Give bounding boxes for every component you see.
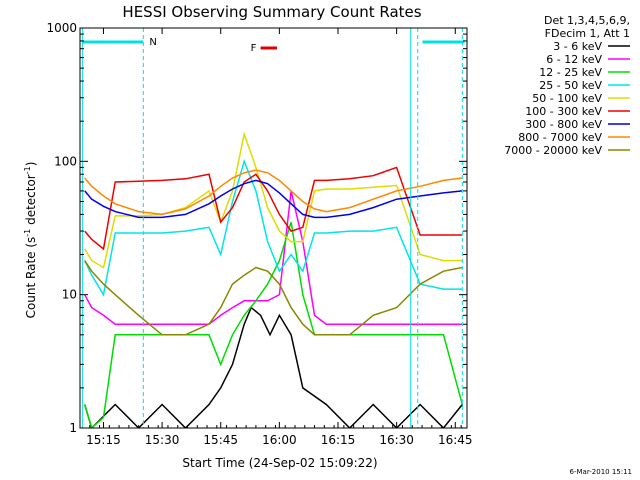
series-line-0 <box>83 306 463 428</box>
x-tick-label-5: 16:30 <box>379 433 414 447</box>
legend-label-4: 50 - 100 keV <box>532 92 602 105</box>
legend-label-2: 12 - 25 keV <box>539 66 602 79</box>
series-line-1 <box>84 190 463 325</box>
y-axis-label-main: Count Rate (s <box>24 237 38 319</box>
footer-timestamp: 6-Mar-2010 15:11 <box>570 468 632 476</box>
series-line-5 <box>84 166 463 251</box>
legend: Det 1,3,4,5,6,9,FDecim 1, Att 13 - 6 keV… <box>504 14 630 157</box>
x-axis-label: Start Time (24-Sep-02 15:09:22) <box>182 456 377 470</box>
y-axis-label-mid: detector <box>24 174 38 229</box>
chart-title: HESSI Observing Summary Count Rates <box>122 3 421 21</box>
y-axis-label-end: ) <box>24 162 38 167</box>
series-layer <box>83 131 464 428</box>
legend-label-1: 6 - 12 keV <box>546 53 602 66</box>
series-line-8 <box>84 260 463 336</box>
y-tick-label-1: 10 <box>62 288 77 302</box>
x-tick-label-2: 15:45 <box>203 433 238 447</box>
legend-label-3: 25 - 50 keV <box>539 79 602 92</box>
y-axis-label-sup1: -1 <box>23 229 32 237</box>
plot-frame <box>79 27 468 429</box>
y-tick-label-3: 1000 <box>46 21 77 35</box>
orbit-markers <box>81 28 463 428</box>
x-tick-label-6: 16:45 <box>438 433 473 447</box>
legend-header-0: Det 1,3,4,5,6,9, <box>544 14 630 27</box>
x-tick-label-0: 15:15 <box>86 433 121 447</box>
legend-label-8: 7000 - 20000 keV <box>504 144 602 157</box>
series-line-2 <box>83 221 464 428</box>
legend-label-7: 800 - 7000 keV <box>518 131 602 144</box>
y-axis-label-sup2: -1 <box>23 166 32 174</box>
y-axis-ticks: 1 10 100 1000 <box>46 21 467 435</box>
series-line-3 <box>84 158 463 297</box>
x-tick-label-3: 16:00 <box>262 433 297 447</box>
legend-label-6: 300 - 800 keV <box>525 118 602 131</box>
series-line-7 <box>84 169 463 216</box>
y-axis-label: Count Rate (s-1 detector-1) <box>23 162 38 319</box>
y-tick-label-2: 100 <box>54 154 77 168</box>
series-line-6 <box>84 179 463 219</box>
x-axis-ticks: 15:15 15:30 15:45 16:00 16:15 16:30 16:45 <box>86 28 473 447</box>
flag-label-1: F <box>251 43 257 54</box>
legend-header-1: FDecim 1, Att 1 <box>545 27 630 40</box>
x-tick-label-4: 16:15 <box>321 433 356 447</box>
x-tick-label-1: 15:30 <box>145 433 180 447</box>
legend-label-0: 3 - 6 keV <box>553 40 602 53</box>
y-tick-label-0: 1 <box>69 421 77 435</box>
flag-bars: NF <box>82 37 465 54</box>
flag-label-0: N <box>149 37 156 48</box>
legend-label-5: 100 - 300 keV <box>525 105 602 118</box>
